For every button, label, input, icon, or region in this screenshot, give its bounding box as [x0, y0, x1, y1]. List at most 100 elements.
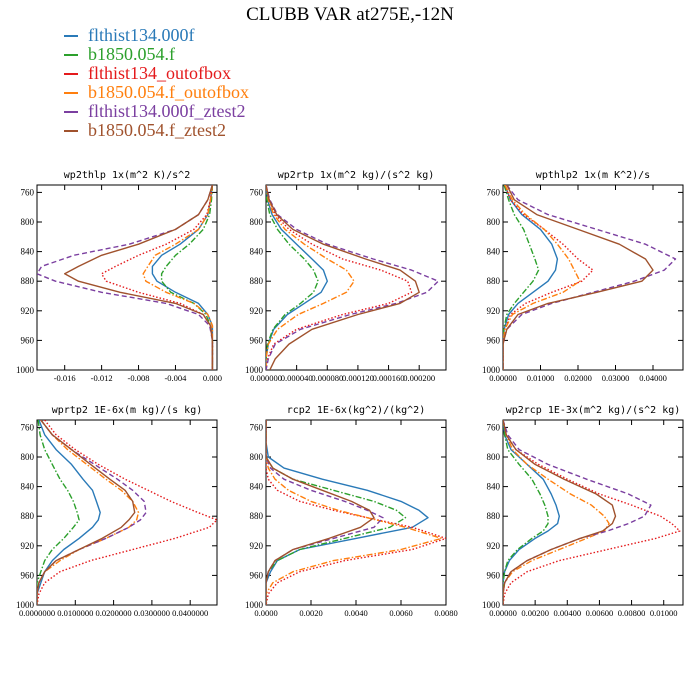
legend-swatch: [64, 129, 78, 132]
y-tick-label: 880: [487, 276, 501, 286]
legend-swatch: [64, 110, 78, 113]
y-tick-label: 960: [487, 335, 501, 345]
x-tick-label: -0.004: [164, 373, 187, 383]
series-line: [142, 185, 214, 370]
panel-title: wp2rtp 1x(m^2 kg)/(s^2 kg): [278, 170, 435, 181]
y-tick-label: 1000: [482, 365, 501, 375]
series-line: [37, 420, 217, 605]
x-tick-label: 0.00800: [618, 608, 646, 618]
y-tick-label: 960: [21, 570, 35, 580]
y-tick-label: 960: [487, 570, 501, 580]
y-tick-label: 800: [250, 452, 264, 462]
y-tick-label: 920: [250, 541, 264, 551]
chart-panel: wp2thlp 1x(m^2 K)/s^2 760 800 840 880 920 960 1…: [16, 170, 222, 383]
x-tick-label: 0.000160: [373, 373, 405, 383]
legend-swatch: [64, 34, 78, 37]
x-tick-label: 0.0080: [434, 608, 457, 618]
y-tick-label: 840: [487, 482, 501, 492]
series-line: [37, 420, 140, 605]
y-tick-label: 840: [21, 482, 35, 492]
plot-frame: [36, 419, 218, 606]
y-tick-label: 760: [250, 187, 264, 197]
x-tick-label: 0.00000: [489, 373, 517, 383]
chart-panel: wprtp2 1E-6x(m kg)/(s kg) 760 800 840 880 920…: [16, 405, 218, 618]
x-tick-label: 0.000120: [342, 373, 374, 383]
series-line: [503, 185, 540, 370]
x-tick-label: -0.008: [128, 373, 150, 383]
x-tick-label: 0.0300000: [134, 608, 170, 618]
legend-label: flthist134.000f: [88, 25, 195, 45]
y-tick-label: 1000: [245, 600, 264, 610]
y-tick-label: 1000: [245, 365, 264, 375]
chart-panel: wpthlp2 1x(m K^2)/s 760 800 840 880 920 960 100…: [482, 170, 684, 383]
legend-swatch: [64, 72, 78, 75]
y-tick-label: 800: [250, 217, 264, 227]
series-line: [503, 420, 652, 605]
series-line: [266, 420, 446, 605]
legend-swatch: [64, 91, 78, 94]
y-tick-label: 880: [487, 511, 501, 521]
legend-item: flthist134_outofbox: [64, 64, 249, 83]
y-tick-label: 960: [250, 335, 264, 345]
plot-frame: [265, 184, 447, 371]
series-line: [100, 185, 214, 370]
legend-item: b1850.054.f_ztest2: [64, 121, 249, 140]
series-line: [266, 185, 355, 370]
series-line: [266, 420, 443, 605]
y-tick-label: 920: [250, 306, 264, 316]
series-line: [266, 185, 413, 370]
x-tick-label: 0.000040: [281, 373, 313, 383]
series-line: [503, 185, 677, 370]
series-line: [266, 420, 375, 605]
x-tick-label: 0.000: [203, 373, 222, 383]
x-tick-label: 0.02000: [564, 373, 592, 383]
y-tick-label: 880: [21, 276, 35, 286]
x-tick-label: 0.0020: [299, 608, 322, 618]
x-tick-label: 0.000200: [403, 373, 435, 383]
legend-label: flthist134.000f_ztest2: [88, 101, 246, 121]
panel-title: wp2rcp 1E-3x(m^2 kg)/(s^2 kg): [506, 405, 681, 416]
series-line: [503, 185, 594, 370]
series-line: [37, 185, 214, 370]
y-tick-label: 840: [250, 247, 264, 257]
series-line: [503, 185, 581, 370]
x-tick-label: 0.0000: [254, 608, 277, 618]
x-tick-label: 0.000000: [250, 373, 282, 383]
x-tick-label: 0.0100000: [57, 608, 93, 618]
y-tick-label: 1000: [482, 600, 501, 610]
series-line: [503, 420, 617, 605]
y-tick-label: 800: [21, 452, 35, 462]
x-tick-label: 0.04000: [639, 373, 667, 383]
legend: flthist134.000f b1850.054.f flthist134_o…: [64, 26, 249, 140]
legend-item: b1850.054.f: [64, 45, 249, 64]
series-line: [160, 185, 214, 370]
panel-title: rcp2 1E-6x(kg^2)/(kg^2): [287, 405, 425, 416]
y-tick-label: 760: [250, 422, 264, 432]
series-line: [503, 185, 559, 370]
panel-title: wprtp2 1E-6x(m kg)/(s kg): [52, 405, 203, 416]
series-line: [503, 420, 560, 605]
series-line: [266, 185, 420, 370]
chart-panel: wp2rtp 1x(m^2 kg)/(s^2 kg) 760 800 840 880 92…: [245, 170, 447, 383]
x-tick-label: 0.0400000: [172, 608, 208, 618]
y-tick-label: 840: [21, 247, 35, 257]
series-line: [37, 420, 147, 605]
x-tick-label: 0.01000: [650, 608, 678, 618]
legend-label: b1850.054.f_ztest2: [88, 120, 226, 140]
plot-frame: [36, 184, 218, 371]
y-tick-label: 1000: [16, 365, 35, 375]
y-tick-label: 840: [250, 482, 264, 492]
y-tick-label: 800: [21, 217, 35, 227]
series-line: [266, 185, 439, 370]
y-tick-label: 840: [487, 247, 501, 257]
y-tick-label: 760: [487, 187, 501, 197]
series-line: [503, 185, 654, 370]
legend-label: b1850.054.f_outofbox: [88, 82, 249, 102]
x-tick-label: 0.0000000: [19, 608, 55, 618]
x-tick-label: 0.01000: [527, 373, 555, 383]
series-line: [37, 420, 136, 605]
legend-item: flthist134.000f: [64, 26, 249, 45]
legend-label: b1850.054.f: [88, 44, 175, 64]
chart-panel: wp2rcp 1E-3x(m^2 kg)/(s^2 kg) 760 800 840 88…: [482, 405, 684, 618]
